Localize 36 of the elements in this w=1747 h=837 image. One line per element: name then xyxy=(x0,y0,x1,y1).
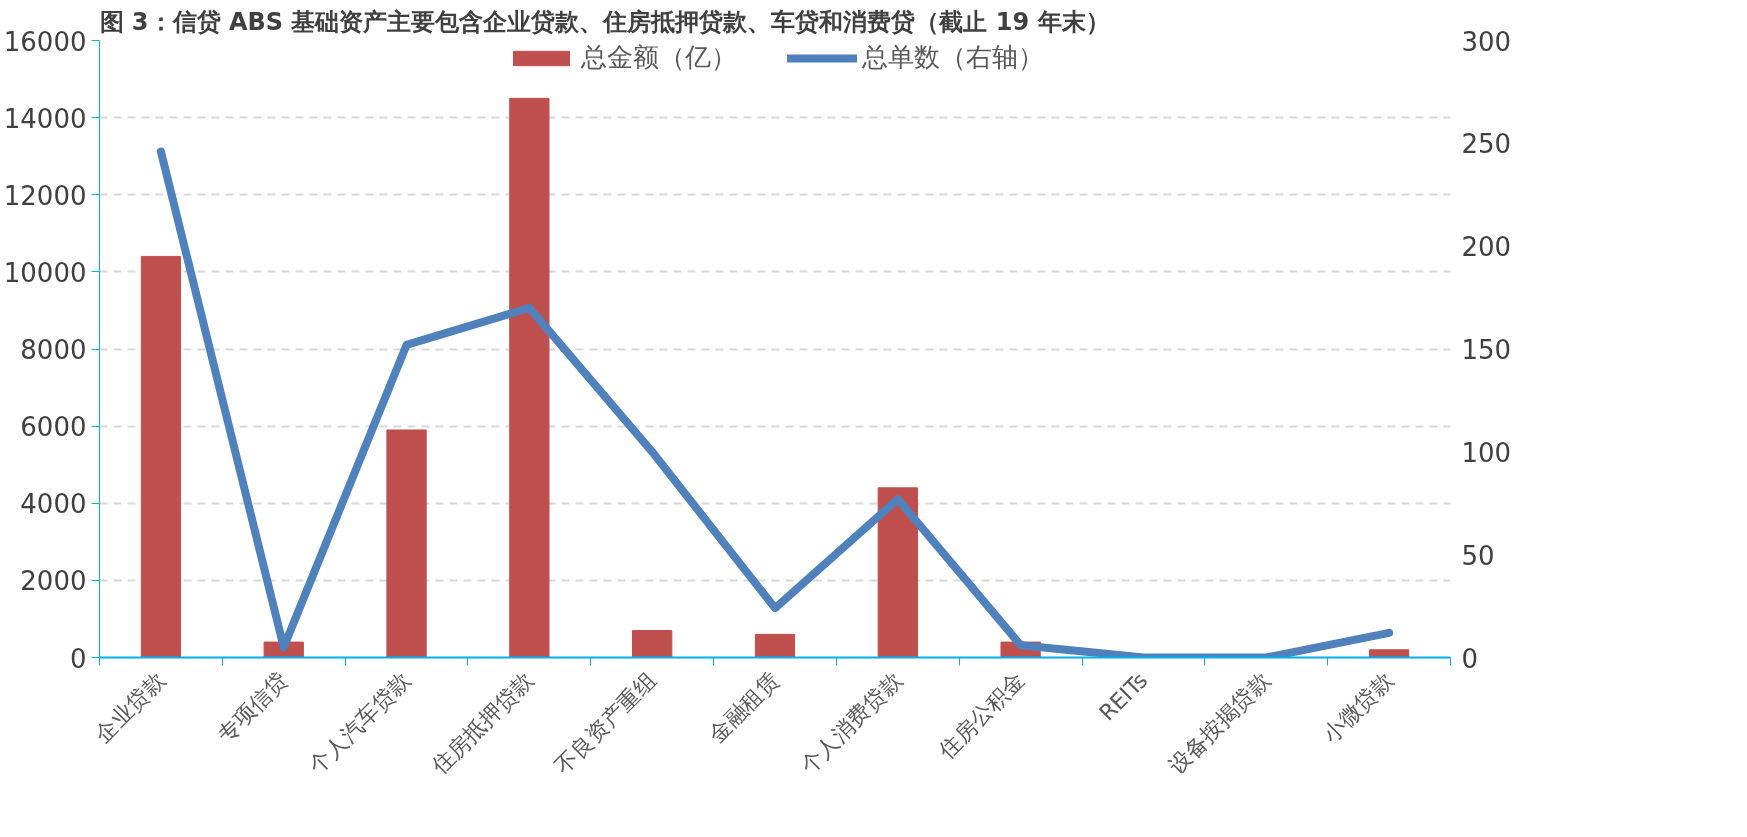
x-tick-label: 个人汽车贷款 xyxy=(304,667,416,779)
y-tick-label: 4000 xyxy=(20,489,87,520)
x-tick-label: 小微贷款 xyxy=(1318,667,1398,748)
x-tick-label: 专项信贷 xyxy=(212,667,293,748)
y-tick-label: 10000 xyxy=(3,257,87,288)
y-tick-label: 2000 xyxy=(20,566,87,597)
chart-title: 图 3：信贷 ABS 基础资产主要包含企业贷款、住房抵押贷款、车贷和消费贷（截止 19 年末） xyxy=(99,7,1110,36)
x-tick-label: 住房抵押贷款 xyxy=(426,667,539,780)
y-tick-label: 12000 xyxy=(3,180,87,211)
x-tick-label: 住房公积金 xyxy=(933,667,1030,764)
legend-label: 总金额（亿） xyxy=(580,41,737,74)
x-tick-label: 金融租赁 xyxy=(703,667,784,748)
x-tick-label: 不良资产重组 xyxy=(549,667,662,779)
bar xyxy=(754,633,796,658)
y2-tick-label: 0 xyxy=(1461,643,1479,674)
y2-tick-label: 300 xyxy=(1461,26,1512,57)
y-tick-label: 0 xyxy=(69,643,87,674)
y-tick-label: 14000 xyxy=(3,103,87,134)
bar xyxy=(509,97,550,658)
x-tick-label: 企业贷款 xyxy=(89,667,170,748)
y2-tick-label: 50 xyxy=(1461,540,1495,571)
y2-tick-label: 150 xyxy=(1461,335,1512,365)
x-tick-label: 个人消费贷款 xyxy=(795,667,907,779)
y-tick-label: 16000 xyxy=(3,26,87,57)
y2-tick-label: 200 xyxy=(1461,232,1512,263)
y2-tick-label: 250 xyxy=(1461,129,1512,160)
y-tick-label: 8000 xyxy=(20,335,87,365)
bar xyxy=(1368,649,1410,658)
y2-tick-label: 100 xyxy=(1461,437,1512,468)
x-tick-label: 设备按揭贷款 xyxy=(1164,667,1276,779)
bar xyxy=(386,429,427,658)
y-tick-label: 6000 xyxy=(20,412,87,443)
bar xyxy=(632,630,673,658)
bar xyxy=(877,487,918,658)
legend-label: 总单数（右轴） xyxy=(861,41,1044,74)
bar xyxy=(140,255,182,658)
